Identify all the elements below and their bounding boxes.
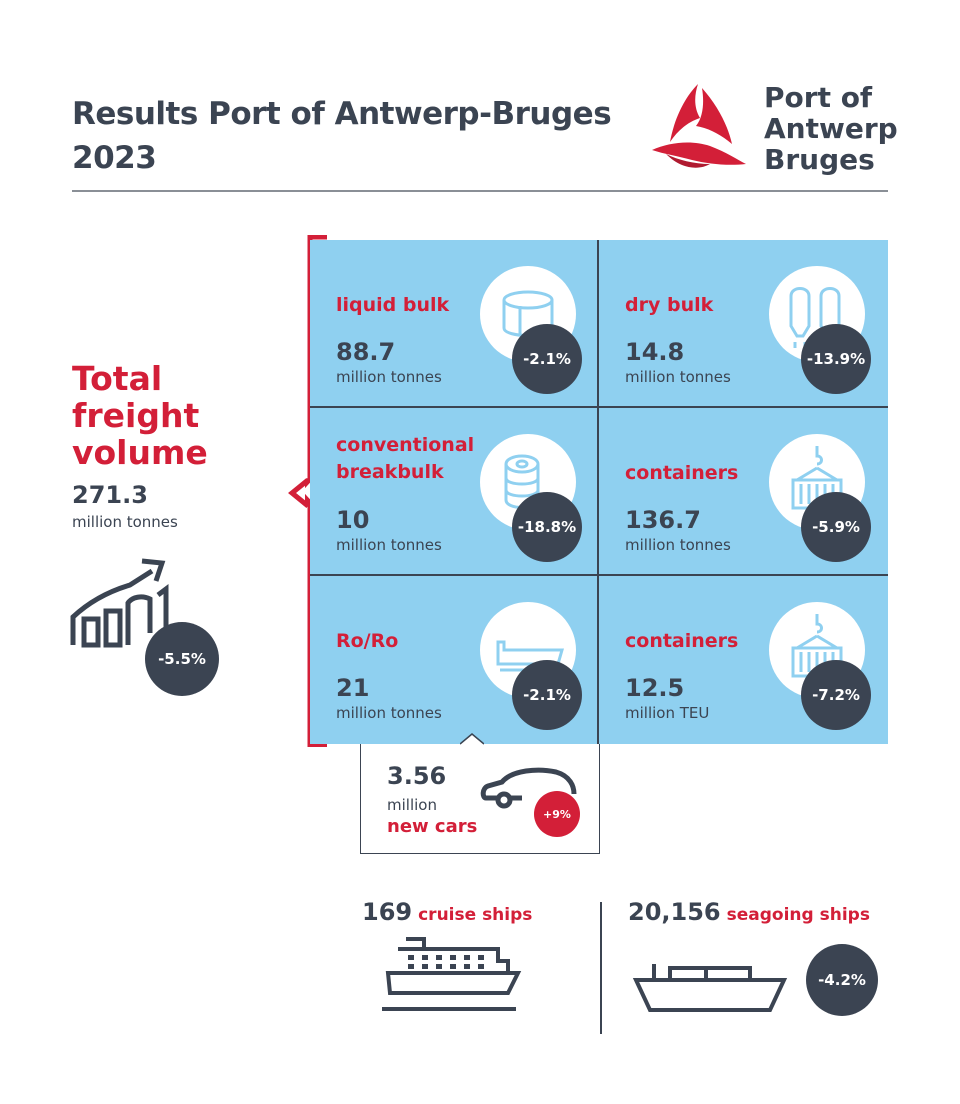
cell-value: 88.7 [336,338,396,366]
cell-label: dry bulk [625,294,714,316]
total-title-line-2: freight [72,396,200,435]
cruise-value: 169 [362,898,413,926]
cell-unit: million tonnes [625,368,731,386]
cell-value: 21 [336,674,370,702]
cell-dry-bulk: dry bulk 14.8 million tonnes -13.9% [599,240,888,408]
cell-unit: million tonnes [336,536,442,554]
seagoing-change-badge: -4.2% [806,944,878,1016]
cell-label: Ro/Ro [336,630,399,652]
port-logo-text: Port of Antwerp Bruges [764,82,898,175]
logo-line-3: Bruges [764,143,875,176]
cell-containers-teu: containers 12.5 million TEU -7.2% [599,576,888,744]
port-logo-icon [652,84,746,168]
seagoing-value: 20,156 [628,898,721,926]
cell-value: 12.5 [625,674,685,702]
total-title-line-1: Total [72,359,163,398]
cell-unit: million tonnes [336,368,442,386]
cell-label: conventional breakbulk [336,432,474,486]
cell-label-line-1: conventional [336,434,475,456]
title-line-2: 2023 [72,140,157,176]
change-badge: -7.2% [801,660,871,730]
cell-value: 14.8 [625,338,685,366]
change-badge: -2.1% [512,660,582,730]
total-title: Total freight volume [72,360,208,471]
cell-roro: Ro/Ro 21 million tonnes -2.1% [310,576,599,744]
cruise-stat: 169 cruise ships [362,898,532,926]
car-icon [480,767,577,809]
cars-unit: million [387,796,437,814]
cell-label-line-2: breakbulk [336,461,444,483]
stats-divider [600,902,602,1034]
cruise-label: cruise ships [418,905,533,925]
cell-unit: million tonnes [336,704,442,722]
cars-label: new cars [387,816,478,837]
change-badge: -13.9% [801,324,871,394]
cell-label: containers [625,462,739,484]
cruise-ship-icon [382,937,522,1011]
change-badge: -5.9% [801,492,871,562]
header-divider [72,190,888,192]
cell-value: 136.7 [625,506,701,534]
seagoing-label: seagoing ships [726,905,870,925]
cell-value: 10 [336,506,370,534]
callout-notch [460,733,484,745]
cell-label: containers [625,630,739,652]
logo-line-2: Antwerp [764,112,898,145]
total-title-line-3: volume [72,433,208,472]
change-badge: -2.1% [512,324,582,394]
cell-containers-tonnes: containers 136.7 million tonnes -5.9% [599,408,888,576]
bracket-marker [305,235,327,747]
cell-conventional-breakbulk: conventional breakbulk 10 million tonnes… [310,408,599,576]
cell-liquid-bulk: liquid bulk 88.7 million tonnes -2.1% [310,240,599,408]
total-change-badge: -5.5% [145,622,219,696]
container-crane-icon [791,446,843,510]
logo-line-1: Port of [764,81,873,114]
page-title: Results Port of Antwerp-Bruges 2023 [72,92,612,180]
seagoing-stat: 20,156 seagoing ships [628,898,870,926]
freight-grid: liquid bulk 88.7 million tonnes -2.1% dr… [310,240,888,744]
cell-unit: million tonnes [625,536,731,554]
cars-change-badge: +9% [534,791,580,837]
bracket-point [288,478,310,508]
cell-label: liquid bulk [336,294,450,316]
cars-value: 3.56 [387,762,447,790]
total-unit: million tonnes [72,513,178,531]
cargo-ship-icon [632,964,788,1012]
cell-unit: million TEU [625,704,710,722]
title-line-1: Results Port of Antwerp-Bruges [72,96,612,132]
change-badge: -18.8% [512,492,582,562]
total-value: 271.3 [72,481,148,509]
